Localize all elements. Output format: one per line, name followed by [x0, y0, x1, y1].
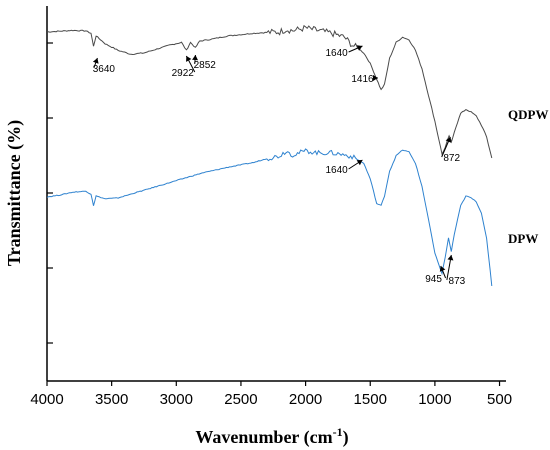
series-label-qdpw: QDPW — [508, 107, 548, 122]
series-label-dpw: DPW — [508, 231, 538, 246]
peak-label: 945 — [425, 274, 442, 285]
peak-label: 873 — [449, 276, 466, 287]
series-lines — [46, 24, 493, 287]
peak-arrowhead — [445, 137, 452, 143]
x-tick-label: 1000 — [418, 391, 451, 408]
peak-arrowhead — [356, 160, 363, 166]
x-axis-title: Wavenumber (cm-1) — [195, 425, 348, 448]
peak-label: 2922 — [172, 68, 195, 79]
x-tick-label: 2000 — [289, 391, 322, 408]
peak-arrowhead — [192, 55, 199, 61]
y-axis-title: Transmittance (%) — [4, 120, 25, 266]
x-tick-label: 2500 — [224, 391, 257, 408]
peak-arrowhead — [447, 255, 454, 261]
y-ticks — [47, 42, 53, 344]
peak-arrowhead — [439, 266, 446, 272]
x-ticks: 4000 3500 3000 2500 2000 1500 1000 500 — [30, 381, 512, 408]
x-tick-label: 1500 — [354, 391, 387, 408]
x-tick-label: 4000 — [30, 391, 63, 408]
peak-arrowhead — [186, 56, 192, 62]
peak-label: 872 — [443, 153, 460, 164]
series-line-dpw — [46, 148, 493, 287]
peak-label: 2852 — [194, 60, 217, 71]
peak-label: 1640 — [325, 48, 348, 59]
series-line-qdpw — [46, 24, 493, 159]
x-tick-label: 500 — [487, 391, 512, 408]
peak-label: 3640 — [93, 64, 116, 75]
peak-label: 1640 — [325, 165, 348, 176]
peak-arrowhead — [356, 45, 363, 51]
peak-arrowhead — [372, 75, 378, 81]
peak-label: 1416 — [351, 74, 374, 85]
x-tick-label: 3000 — [160, 391, 193, 408]
x-tick-label: 3500 — [95, 391, 128, 408]
peak-arrowhead — [92, 58, 99, 64]
